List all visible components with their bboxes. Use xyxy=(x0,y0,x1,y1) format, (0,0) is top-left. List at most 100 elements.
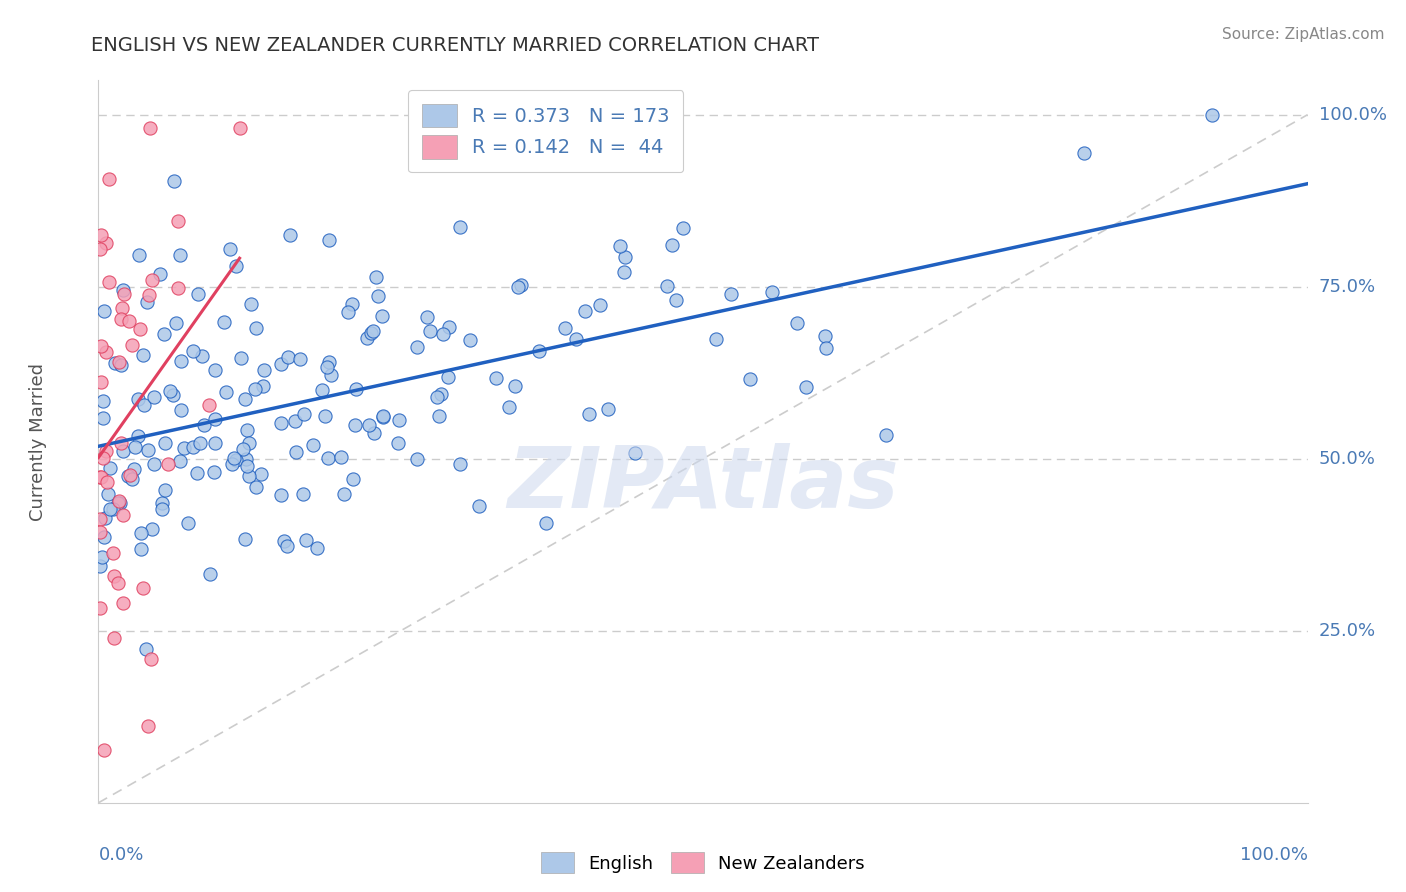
Point xyxy=(613,265,636,279)
Point xyxy=(578,407,600,421)
Text: 50.0%: 50.0% xyxy=(1319,450,1375,467)
Point xyxy=(366,270,388,285)
Point xyxy=(498,400,520,414)
Point xyxy=(94,344,117,359)
Point xyxy=(163,174,186,188)
Point xyxy=(574,303,596,318)
Point xyxy=(204,363,226,377)
Point xyxy=(250,467,273,481)
Point xyxy=(124,440,146,454)
Point xyxy=(143,390,166,404)
Point xyxy=(176,516,198,530)
Point xyxy=(117,469,139,483)
Point xyxy=(118,314,141,328)
Point xyxy=(786,316,808,330)
Point xyxy=(238,468,260,483)
Point xyxy=(131,348,153,362)
Point xyxy=(122,462,145,476)
Point xyxy=(90,376,112,390)
Text: ZIPAtlas: ZIPAtlas xyxy=(508,443,898,526)
Point xyxy=(276,539,298,553)
Point xyxy=(204,411,226,425)
Point xyxy=(319,368,342,382)
Point xyxy=(373,409,395,424)
Point xyxy=(94,444,117,458)
Point xyxy=(190,349,212,363)
Point xyxy=(363,425,385,440)
Point xyxy=(596,402,619,417)
Point xyxy=(159,384,181,398)
Point xyxy=(104,356,127,370)
Point xyxy=(152,326,174,341)
Point xyxy=(589,298,612,312)
Point xyxy=(198,567,221,582)
Point xyxy=(91,451,114,466)
Point xyxy=(270,416,292,430)
Point xyxy=(316,360,339,375)
Point xyxy=(155,436,177,450)
Point xyxy=(202,466,225,480)
Point xyxy=(273,534,295,549)
Point xyxy=(187,287,209,301)
Point xyxy=(554,320,576,334)
Point xyxy=(228,121,250,136)
Point xyxy=(111,301,134,316)
Point xyxy=(93,304,115,318)
Text: 100.0%: 100.0% xyxy=(1319,105,1386,124)
Point xyxy=(153,483,176,497)
Point xyxy=(342,472,364,486)
Point xyxy=(188,435,211,450)
Point xyxy=(98,171,121,186)
Point xyxy=(253,363,276,377)
Point xyxy=(89,524,111,539)
Point xyxy=(238,436,260,450)
Point xyxy=(90,549,112,564)
Point xyxy=(135,642,157,657)
Point xyxy=(527,343,550,358)
Point xyxy=(121,472,143,486)
Point xyxy=(277,350,299,364)
Point xyxy=(129,525,152,540)
Point xyxy=(329,450,352,464)
Point xyxy=(112,283,135,297)
Point xyxy=(337,305,360,319)
Point xyxy=(302,438,325,452)
Point xyxy=(107,355,129,369)
Point xyxy=(430,387,453,401)
Point xyxy=(468,499,491,513)
Point xyxy=(111,443,134,458)
Point xyxy=(94,511,117,525)
Point xyxy=(233,532,256,546)
Point xyxy=(235,452,257,467)
Point xyxy=(373,409,395,423)
Point xyxy=(311,383,333,397)
Text: Source: ZipAtlas.com: Source: ZipAtlas.com xyxy=(1222,27,1385,42)
Point xyxy=(167,214,190,228)
Point xyxy=(449,457,471,471)
Point xyxy=(236,423,259,437)
Point xyxy=(98,502,121,516)
Point xyxy=(406,340,429,354)
Point xyxy=(307,541,329,555)
Point xyxy=(432,327,454,342)
Point xyxy=(720,287,742,301)
Point xyxy=(89,469,111,483)
Point xyxy=(357,417,380,432)
Point xyxy=(110,496,132,510)
Point xyxy=(204,436,226,450)
Point xyxy=(252,379,274,393)
Point xyxy=(245,480,267,494)
Point xyxy=(101,546,124,560)
Point xyxy=(107,575,129,590)
Point xyxy=(121,337,143,351)
Point xyxy=(141,522,163,536)
Point xyxy=(138,121,160,136)
Point xyxy=(225,260,247,274)
Point xyxy=(219,243,242,257)
Point xyxy=(233,392,256,407)
Point xyxy=(344,417,367,432)
Point xyxy=(655,279,678,293)
Point xyxy=(371,309,394,323)
Point xyxy=(295,533,318,547)
Point xyxy=(232,442,254,456)
